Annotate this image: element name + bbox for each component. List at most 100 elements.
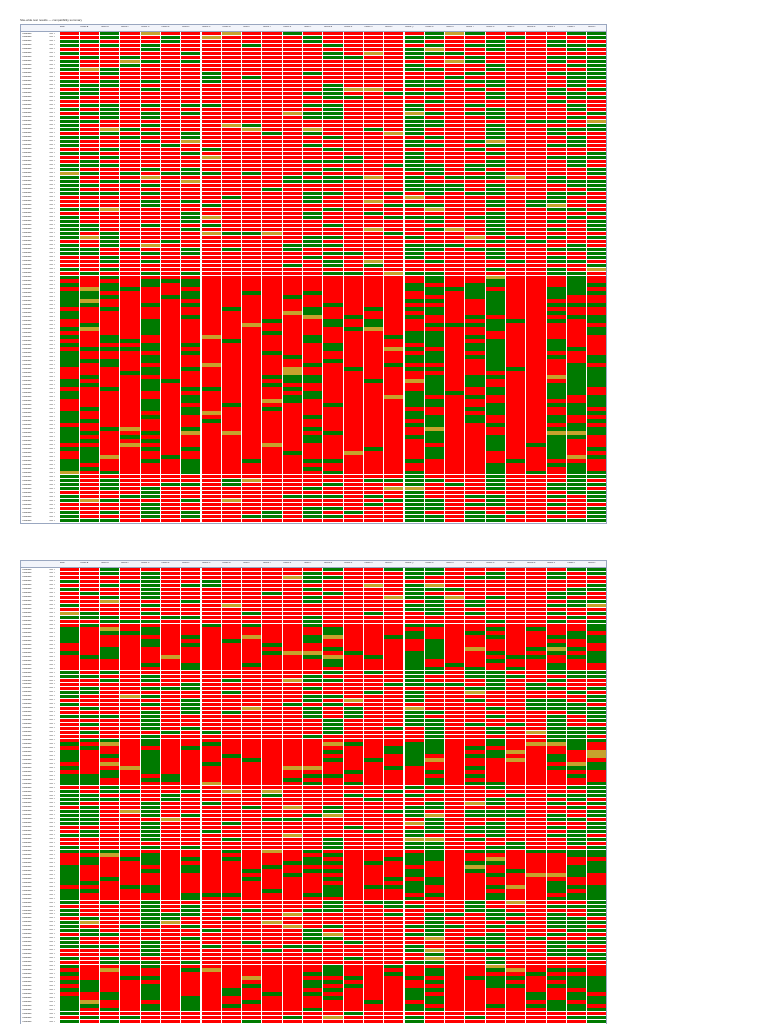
result-cell[interactable] bbox=[261, 63, 282, 68]
table-row[interactable]: Controller Test 1 bbox=[21, 643, 606, 647]
result-cell[interactable] bbox=[566, 311, 587, 315]
result-cell[interactable] bbox=[586, 175, 606, 180]
result-cell[interactable] bbox=[464, 59, 485, 64]
result-cell[interactable] bbox=[322, 151, 343, 156]
result-cell[interactable] bbox=[160, 323, 181, 327]
result-cell[interactable] bbox=[525, 175, 546, 180]
result-cell[interactable] bbox=[485, 643, 505, 647]
result-cell[interactable] bbox=[383, 151, 404, 156]
result-cell[interactable] bbox=[566, 515, 587, 519]
result-cell[interactable] bbox=[201, 51, 221, 56]
result-cell[interactable] bbox=[261, 371, 282, 375]
result-cell[interactable] bbox=[586, 583, 606, 588]
result-cell[interactable] bbox=[282, 655, 302, 659]
result-cell[interactable] bbox=[485, 487, 505, 491]
result-cell[interactable] bbox=[444, 219, 465, 223]
result-cell[interactable] bbox=[201, 599, 221, 604]
result-cell[interactable] bbox=[566, 507, 587, 511]
result-cell[interactable] bbox=[404, 722, 424, 726]
result-cell[interactable] bbox=[119, 443, 140, 447]
result-cell[interactable] bbox=[404, 183, 424, 188]
result-cell[interactable] bbox=[140, 151, 160, 156]
result-cell[interactable] bbox=[140, 431, 160, 435]
table-row[interactable]: Controller Test 1 bbox=[21, 639, 606, 643]
result-cell[interactable] bbox=[99, 111, 120, 116]
result-cell[interactable] bbox=[322, 667, 343, 671]
result-cell[interactable] bbox=[525, 419, 546, 423]
result-cell[interactable] bbox=[566, 587, 587, 592]
result-cell[interactable] bbox=[241, 399, 262, 403]
result-cell[interactable] bbox=[424, 187, 445, 192]
result-cell[interactable] bbox=[363, 351, 384, 355]
result-cell[interactable] bbox=[180, 682, 201, 687]
result-cell[interactable] bbox=[485, 359, 505, 363]
result-cell[interactable] bbox=[241, 383, 262, 387]
result-cell[interactable] bbox=[505, 51, 526, 56]
table-row[interactable]: Controller Test 1 bbox=[21, 319, 606, 323]
result-cell[interactable] bbox=[322, 591, 343, 596]
result-cell[interactable] bbox=[424, 79, 445, 84]
result-cell[interactable] bbox=[485, 155, 505, 160]
result-cell[interactable] bbox=[221, 623, 242, 627]
result-cell[interactable] bbox=[241, 651, 262, 655]
result-cell[interactable] bbox=[586, 223, 606, 227]
result-cell[interactable] bbox=[302, 571, 323, 576]
result-cell[interactable] bbox=[343, 275, 363, 279]
result-cell[interactable] bbox=[302, 595, 323, 600]
result-cell[interactable] bbox=[343, 671, 363, 675]
result-cell[interactable] bbox=[119, 595, 140, 600]
result-cell[interactable] bbox=[160, 710, 181, 715]
result-cell[interactable] bbox=[546, 283, 566, 287]
table-row[interactable]: Controller Test 1 bbox=[21, 67, 606, 72]
result-cell[interactable] bbox=[180, 259, 201, 263]
result-cell[interactable] bbox=[201, 63, 221, 68]
result-cell[interactable] bbox=[383, 439, 404, 443]
result-cell[interactable] bbox=[424, 32, 445, 36]
result-cell[interactable] bbox=[140, 83, 160, 88]
table-row[interactable]: Controller Test 1 bbox=[21, 659, 606, 663]
result-cell[interactable] bbox=[160, 243, 181, 247]
result-cell[interactable] bbox=[99, 499, 120, 503]
result-cell[interactable] bbox=[505, 495, 526, 499]
result-cell[interactable] bbox=[99, 435, 120, 439]
result-cell[interactable] bbox=[363, 379, 384, 383]
result-cell[interactable] bbox=[363, 603, 384, 608]
result-cell[interactable] bbox=[160, 587, 181, 592]
result-cell[interactable] bbox=[59, 519, 79, 523]
result-cell[interactable] bbox=[586, 307, 606, 311]
result-cell[interactable] bbox=[566, 694, 587, 699]
result-cell[interactable] bbox=[505, 379, 526, 383]
result-cell[interactable] bbox=[383, 191, 404, 196]
result-cell[interactable] bbox=[525, 115, 546, 120]
result-cell[interactable] bbox=[302, 39, 323, 44]
result-cell[interactable] bbox=[140, 686, 160, 691]
table-row[interactable]: Controller Test 1 bbox=[21, 395, 606, 399]
result-cell[interactable] bbox=[444, 655, 465, 659]
result-cell[interactable] bbox=[525, 59, 546, 64]
result-cell[interactable] bbox=[525, 275, 546, 279]
result-cell[interactable] bbox=[505, 115, 526, 120]
result-cell[interactable] bbox=[282, 379, 302, 383]
result-cell[interactable] bbox=[140, 690, 160, 695]
result-cell[interactable] bbox=[383, 595, 404, 600]
result-cell[interactable] bbox=[505, 702, 526, 707]
result-cell[interactable] bbox=[383, 698, 404, 703]
result-cell[interactable] bbox=[119, 79, 140, 84]
result-cell[interactable] bbox=[160, 387, 181, 391]
result-cell[interactable] bbox=[140, 315, 160, 319]
result-cell[interactable] bbox=[505, 247, 526, 251]
result-cell[interactable] bbox=[343, 587, 363, 592]
result-cell[interactable] bbox=[505, 631, 526, 635]
result-cell[interactable] bbox=[221, 143, 242, 148]
result-cell[interactable] bbox=[119, 427, 140, 431]
result-cell[interactable] bbox=[119, 615, 140, 619]
result-cell[interactable] bbox=[586, 359, 606, 363]
result-cell[interactable] bbox=[485, 371, 505, 375]
result-cell[interactable] bbox=[505, 87, 526, 92]
result-cell[interactable] bbox=[444, 435, 465, 439]
table-row[interactable]: Controller Test 1 bbox=[21, 419, 606, 423]
result-cell[interactable] bbox=[566, 351, 587, 355]
result-cell[interactable] bbox=[282, 311, 302, 315]
result-cell[interactable] bbox=[261, 710, 282, 715]
result-cell[interactable] bbox=[444, 143, 465, 148]
